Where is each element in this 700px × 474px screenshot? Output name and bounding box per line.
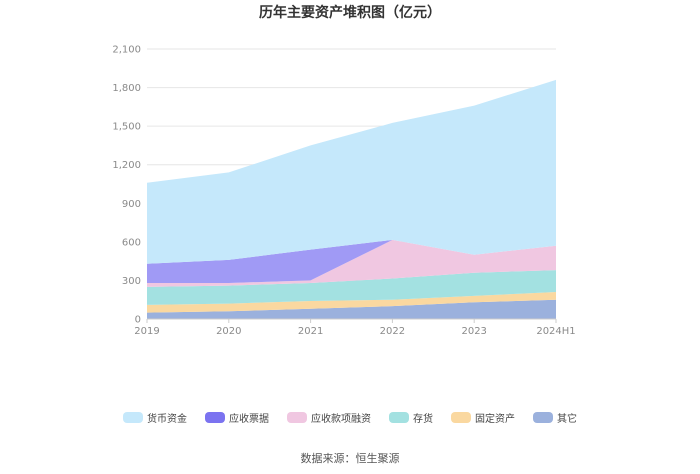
legend-label: 应收票据: [229, 414, 269, 425]
legend-swatch: [287, 412, 307, 423]
area-series: [147, 292, 556, 313]
legend-item[interactable]: 固定资产: [451, 410, 515, 425]
y-tick-label: 1,200: [112, 160, 141, 171]
legend-label: 其它: [557, 414, 577, 425]
x-tick-label: 2021: [298, 326, 323, 337]
stacked-area-chart: 0 300 600 900 1,200 1,500 1,800 2,100 2019 2020 20…: [112, 45, 575, 338]
y-tick-label: 600: [122, 237, 141, 248]
x-tick-label: 2024H1: [536, 326, 575, 337]
legend-item[interactable]: 应收票据: [205, 410, 269, 425]
chart-legend: 货币资金 应收票据 应收款项融资 存货 固定资产 其它: [0, 410, 700, 425]
legend-label: 固定资产: [475, 414, 515, 425]
x-tick-label: 2022: [380, 326, 405, 337]
legend-swatch: [123, 412, 143, 423]
area-series: [147, 270, 556, 305]
y-tick-label: 1,500: [112, 122, 141, 133]
legend-label: 存货: [413, 414, 433, 425]
y-tick-label: 1,800: [112, 83, 141, 94]
chart-title: 历年主要资产堆积图（亿元）: [259, 5, 441, 21]
axis-layer: 0 300 600 900 1,200 1,500 1,800 2,100 2019 2020 20…: [112, 45, 575, 338]
y-tick-label: 2,100: [112, 45, 141, 56]
x-tick-label: 2020: [216, 326, 241, 337]
legend-item[interactable]: 货币资金: [123, 410, 187, 425]
area-series: [147, 239, 556, 283]
data-source: 数据来源：恒生聚源: [300, 452, 400, 465]
legend-item[interactable]: 其它: [533, 410, 577, 425]
area-series: [147, 299, 556, 319]
legend-item[interactable]: 存货: [389, 410, 433, 425]
area-series: [147, 79, 556, 264]
legend-item[interactable]: 应收款项融资: [287, 410, 371, 425]
x-tick-label: 2019: [134, 326, 159, 337]
legend-swatch: [451, 412, 471, 423]
legend-swatch: [205, 412, 225, 423]
area-series: [147, 239, 556, 287]
y-tick-label: 0: [135, 315, 141, 326]
legend-swatch: [389, 412, 409, 423]
area-layer: [147, 79, 556, 319]
legend-label: 货币资金: [147, 414, 187, 425]
legend-swatch: [533, 412, 553, 423]
y-tick-label: 300: [122, 276, 141, 287]
legend-label: 应收款项融资: [311, 414, 371, 425]
y-tick-label: 900: [122, 199, 141, 210]
x-tick-label: 2023: [461, 326, 486, 337]
